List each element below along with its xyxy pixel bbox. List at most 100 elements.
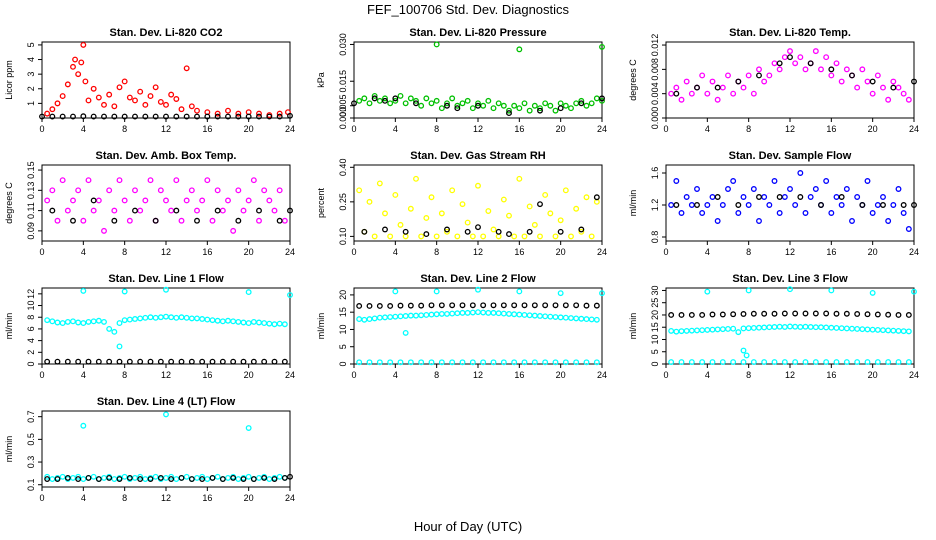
data-point bbox=[199, 316, 206, 322]
data-point bbox=[500, 102, 507, 109]
data-point bbox=[85, 358, 92, 365]
x-tick-label: 24 bbox=[597, 247, 607, 257]
data-point bbox=[781, 310, 788, 317]
data-point bbox=[854, 194, 861, 200]
data-point bbox=[121, 317, 128, 324]
data-point bbox=[168, 207, 175, 214]
data-point bbox=[562, 302, 569, 309]
data-point bbox=[849, 218, 855, 224]
y-tick-label: 2 bbox=[26, 86, 36, 91]
data-point bbox=[880, 202, 886, 208]
data-point bbox=[552, 302, 559, 309]
data-point bbox=[121, 78, 128, 85]
x-tick-label: 12 bbox=[473, 124, 483, 134]
y-tick-label: 0.1 bbox=[26, 478, 36, 491]
data-point bbox=[802, 66, 809, 73]
data-point bbox=[266, 476, 273, 483]
data-point bbox=[812, 324, 819, 331]
data-point bbox=[157, 187, 164, 194]
data-point bbox=[261, 320, 268, 327]
data-point bbox=[271, 358, 278, 365]
data-point bbox=[75, 358, 82, 365]
data-point bbox=[168, 473, 175, 480]
data-point bbox=[188, 358, 195, 365]
data-point bbox=[578, 100, 585, 107]
data-point bbox=[573, 359, 580, 366]
chart-panel: Stan. Dev. Gas Stream RH percent 0 4 8 12 16 20… bbox=[316, 150, 607, 257]
data-point bbox=[245, 289, 252, 296]
data-point bbox=[735, 78, 742, 85]
data-point bbox=[869, 289, 876, 296]
data-point bbox=[126, 358, 133, 365]
data-point bbox=[157, 358, 164, 365]
data-point bbox=[423, 231, 430, 238]
data-point bbox=[531, 312, 538, 319]
data-point bbox=[147, 314, 154, 321]
y-tick-label: 25 bbox=[650, 298, 660, 308]
x-tick-label: 8 bbox=[434, 370, 439, 380]
data-point bbox=[766, 72, 773, 79]
data-point bbox=[240, 207, 247, 214]
data-point bbox=[864, 78, 871, 85]
data-point bbox=[287, 292, 293, 298]
data-point bbox=[376, 180, 383, 187]
data-point bbox=[413, 97, 419, 104]
data-point bbox=[562, 102, 569, 109]
chart-title: Stan. Dev. Gas Stream RH bbox=[410, 150, 546, 162]
data-point bbox=[75, 473, 82, 480]
data-point bbox=[730, 90, 737, 97]
series bbox=[351, 95, 605, 117]
data-point bbox=[537, 233, 543, 240]
data-point bbox=[557, 290, 564, 297]
data-point bbox=[843, 186, 850, 192]
data-point bbox=[387, 233, 394, 240]
data-point bbox=[735, 202, 742, 208]
data-point bbox=[578, 226, 585, 233]
data-point bbox=[740, 359, 747, 365]
data-point bbox=[39, 113, 45, 120]
y-tick-label: 0.7 bbox=[26, 410, 36, 423]
data-point bbox=[199, 358, 206, 365]
data-point bbox=[95, 197, 102, 204]
data-point bbox=[761, 310, 768, 317]
data-point bbox=[163, 197, 169, 204]
data-point bbox=[70, 113, 76, 120]
data-point bbox=[704, 90, 711, 97]
data-point bbox=[781, 54, 788, 61]
data-point bbox=[864, 178, 871, 184]
data-point bbox=[890, 327, 897, 334]
data-point bbox=[583, 316, 590, 323]
data-point bbox=[864, 326, 871, 333]
data-point bbox=[163, 286, 169, 293]
data-point bbox=[704, 288, 711, 295]
x-tick-label: 24 bbox=[597, 370, 607, 380]
data-point bbox=[287, 207, 293, 214]
data-point bbox=[516, 288, 523, 295]
data-point bbox=[397, 221, 404, 228]
data-point bbox=[557, 105, 564, 112]
data-point bbox=[85, 97, 92, 104]
data-point bbox=[281, 217, 288, 224]
data-point bbox=[397, 359, 404, 366]
data-point bbox=[823, 54, 830, 61]
data-point bbox=[673, 202, 680, 208]
data-point bbox=[688, 359, 695, 365]
data-point bbox=[480, 233, 487, 240]
data-point bbox=[885, 96, 892, 103]
y-tick-label: 0.15 bbox=[26, 161, 36, 179]
data-point bbox=[735, 210, 742, 216]
data-point bbox=[183, 65, 190, 72]
y-tick-label: 0.11 bbox=[26, 202, 36, 219]
data-point bbox=[802, 310, 809, 317]
data-point bbox=[225, 113, 231, 120]
data-point bbox=[90, 207, 97, 214]
data-point bbox=[725, 325, 731, 332]
data-point bbox=[188, 187, 195, 194]
data-point bbox=[209, 358, 216, 365]
x-tick-label: 0 bbox=[39, 370, 44, 380]
data-point bbox=[111, 328, 118, 335]
data-point bbox=[849, 72, 855, 79]
data-point bbox=[137, 476, 144, 483]
data-point bbox=[573, 100, 580, 107]
